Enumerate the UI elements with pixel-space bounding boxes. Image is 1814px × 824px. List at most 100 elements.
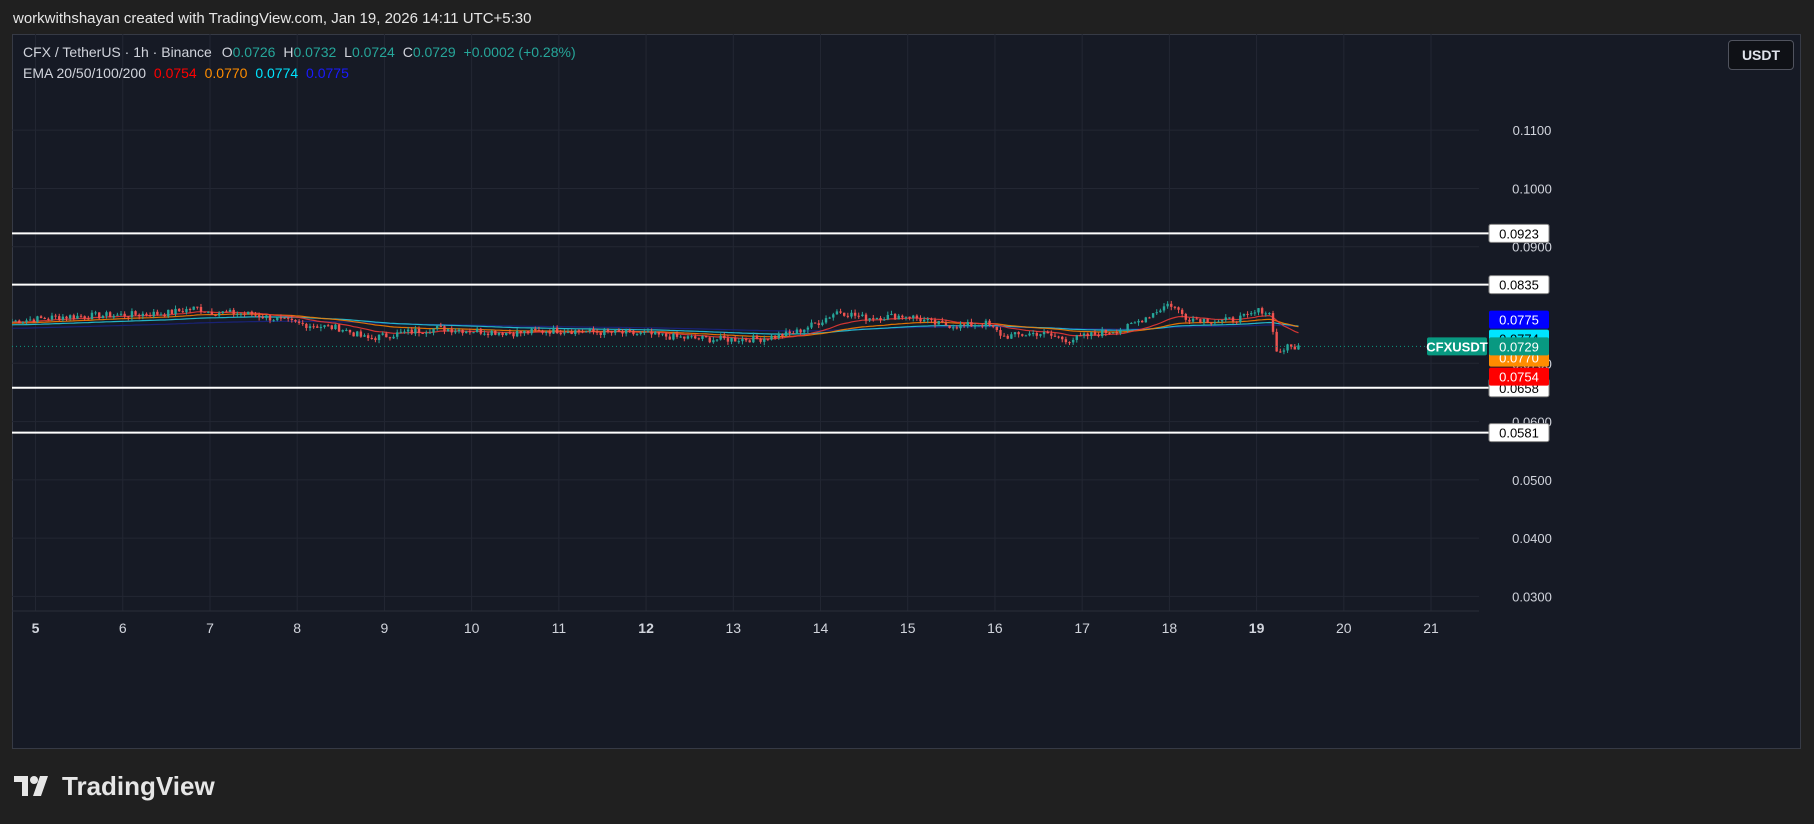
candle-body xyxy=(326,325,330,327)
candle-body xyxy=(1115,332,1118,334)
candle-body xyxy=(1242,313,1246,316)
ema-tag: 0.0754 xyxy=(1489,367,1549,386)
candle-body xyxy=(690,336,693,338)
candle-body xyxy=(72,315,75,319)
candle-body xyxy=(203,311,206,313)
candle-body xyxy=(446,329,450,332)
candle-body xyxy=(21,322,25,324)
x-tick-label: 7 xyxy=(206,620,214,636)
candle-body xyxy=(1246,313,1249,315)
candle-body xyxy=(668,336,671,340)
candle-body xyxy=(977,325,980,327)
ema-tag-bg xyxy=(1489,367,1549,386)
x-tick-label: 12 xyxy=(638,620,654,636)
candle-body xyxy=(221,311,224,314)
candle-body xyxy=(145,313,148,316)
candle-body xyxy=(1170,303,1173,307)
candle-body xyxy=(152,311,155,317)
ema-legend: EMA 20/50/100/200 0.0754 0.0770 0.0774 0… xyxy=(23,65,349,81)
candle-body xyxy=(137,314,141,317)
candle-body xyxy=(1239,315,1242,323)
ema200-value: 0.0775 xyxy=(306,65,349,81)
candle-body xyxy=(904,316,908,318)
candle-body xyxy=(1086,333,1089,337)
candle-body xyxy=(552,327,555,334)
x-tick-label: 15 xyxy=(900,620,916,636)
ema20-value: 0.0754 xyxy=(153,65,197,81)
candle-body xyxy=(61,316,65,320)
candle-body xyxy=(1122,329,1126,331)
candle-body xyxy=(926,319,929,321)
candle-body xyxy=(1279,351,1282,353)
candle-body xyxy=(276,317,279,321)
candle-body xyxy=(457,329,461,332)
price-chart[interactable]: 0.11000.10000.09000.07000.06000.05000.04… xyxy=(12,34,1801,749)
candle-body xyxy=(1042,331,1046,335)
candle-body xyxy=(141,313,145,317)
candle-body xyxy=(773,335,777,339)
level-tag: 0.0835 xyxy=(1488,275,1550,295)
symbol-legend: CFX / TetherUS · 1h · Binance O0.0726 H0… xyxy=(23,44,576,60)
candle-body xyxy=(396,332,399,337)
candle-body xyxy=(363,335,366,337)
legend-low-label: L xyxy=(344,44,352,60)
candle-body xyxy=(726,338,730,342)
candle-body xyxy=(654,331,657,335)
currency-button[interactable]: USDT xyxy=(1728,40,1794,70)
candle-body xyxy=(257,315,261,318)
ema50-value: 0.0770 xyxy=(204,65,248,81)
candle-body xyxy=(519,331,522,333)
candle-body xyxy=(770,335,773,340)
candle-body xyxy=(188,309,192,311)
last-price-tag-bg xyxy=(1489,337,1549,356)
candle-body xyxy=(483,333,486,335)
candle-body xyxy=(675,333,679,337)
candle-body xyxy=(650,331,653,335)
candle-body xyxy=(425,332,428,334)
y-tick-label: 0.1100 xyxy=(1513,123,1552,138)
candle-body xyxy=(574,330,577,335)
ema-tag-bg xyxy=(1489,310,1549,329)
y-tick-label: 0.0400 xyxy=(1512,531,1552,546)
candle-body xyxy=(250,311,254,315)
candle-body xyxy=(283,317,286,319)
legend-close-value: 0.0729 xyxy=(412,44,456,60)
candle-body xyxy=(450,329,453,333)
candle-body xyxy=(908,316,911,318)
candle-body xyxy=(1101,329,1104,337)
candle-body xyxy=(991,325,995,327)
candle-body xyxy=(341,330,344,332)
candle-body xyxy=(388,337,392,339)
candle-body xyxy=(646,331,650,333)
candle-body xyxy=(167,309,170,317)
candle-body xyxy=(286,317,290,319)
candle-body xyxy=(635,333,639,335)
candle-body xyxy=(570,331,573,335)
candle-body xyxy=(18,320,21,324)
candle-body xyxy=(1213,322,1217,324)
candle-body xyxy=(857,315,860,317)
candle-body xyxy=(410,329,413,334)
candle-body xyxy=(1264,313,1267,315)
candle-body xyxy=(236,313,239,315)
candle-body xyxy=(1002,335,1006,337)
candle-body xyxy=(28,319,32,321)
candle-body xyxy=(784,331,788,337)
candle-body xyxy=(853,312,857,316)
candle-body xyxy=(1039,334,1042,336)
candle-body xyxy=(359,331,363,337)
candle-body xyxy=(196,306,199,308)
candle-body xyxy=(748,340,751,343)
candle-body xyxy=(370,338,373,340)
x-tick-label: 14 xyxy=(813,620,829,636)
candle-body xyxy=(199,306,203,312)
candle-body xyxy=(112,315,115,318)
candle-body xyxy=(901,315,904,318)
candle-body xyxy=(254,314,257,316)
candle-body xyxy=(1079,335,1082,337)
x-tick-label: 8 xyxy=(293,620,301,636)
tradingview-brand: TradingView xyxy=(62,770,215,801)
tradingview-logo[interactable]: TradingView xyxy=(14,771,215,801)
ema-tag-text: 0.0754 xyxy=(1499,370,1539,385)
candle-body xyxy=(595,331,599,333)
